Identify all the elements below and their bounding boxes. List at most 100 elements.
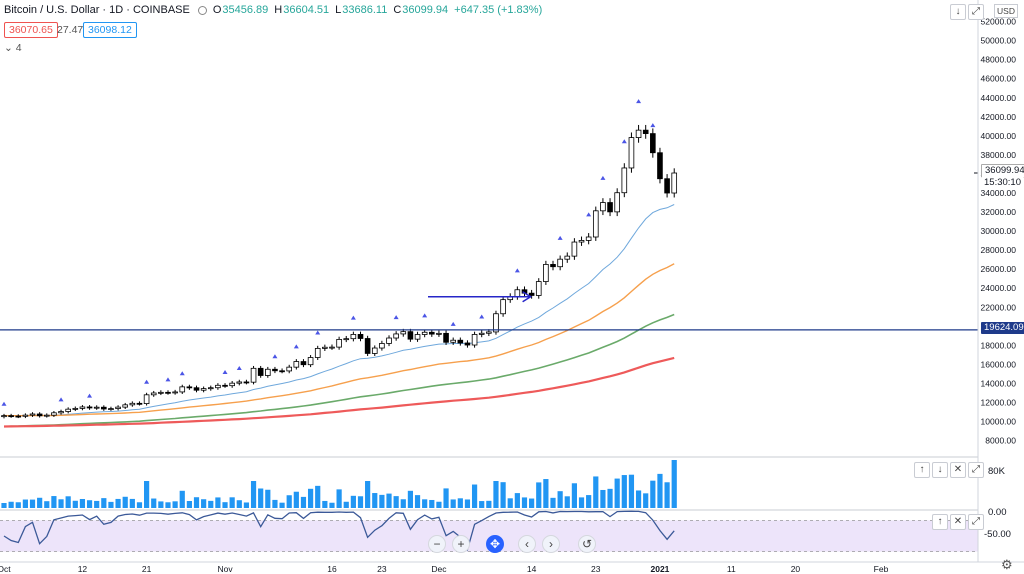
maximize-icon[interactable]: ⤢ <box>968 514 984 530</box>
up-marker <box>144 379 150 384</box>
up-marker <box>636 99 642 104</box>
candle-body <box>500 299 506 315</box>
volume-bar <box>614 478 620 508</box>
candle-body <box>51 412 57 416</box>
indicators-toggle[interactable]: ⌄ 4 <box>4 42 22 54</box>
arrow-down-icon[interactable]: ↓ <box>950 4 966 20</box>
volume-bar <box>457 498 463 508</box>
undo-button[interactable]: ↺ <box>578 535 596 553</box>
zoom-out-button[interactable]: − <box>428 535 446 553</box>
volume-bar <box>564 496 570 508</box>
candle-body <box>200 388 207 391</box>
volume-bar <box>258 488 264 508</box>
candle-body <box>136 402 143 405</box>
price-tick-label: 48000.00 <box>981 55 1017 65</box>
candle-body <box>79 406 86 409</box>
volume-bar <box>265 489 271 508</box>
candle-body <box>393 333 399 339</box>
volume-bar <box>379 494 385 508</box>
price-tick-label: 26000.00 <box>981 264 1017 274</box>
price-tick-label: 12000.00 <box>981 397 1017 407</box>
volume-bar <box>450 499 456 508</box>
candle-body <box>585 236 592 241</box>
candle-body <box>343 338 350 341</box>
up-marker <box>479 314 485 319</box>
candle-body <box>450 339 456 343</box>
time-tick-label: Nov <box>217 564 233 574</box>
currency-button[interactable]: USD <box>994 4 1018 18</box>
scroll-right-button[interactable]: › <box>542 535 560 553</box>
moving-averages <box>3 204 675 428</box>
close-icon[interactable]: ✕ <box>950 462 966 478</box>
arrow-up-icon[interactable]: ↑ <box>932 514 948 530</box>
candle-body <box>115 406 121 409</box>
volume-bar <box>671 460 677 508</box>
volume-bar <box>635 490 642 508</box>
candle-body <box>314 348 321 358</box>
arrow-down-icon[interactable]: ↓ <box>932 462 948 478</box>
candle-body <box>236 381 243 384</box>
volume-bar <box>165 502 171 508</box>
volume-bar <box>307 488 314 508</box>
volume-bar <box>215 497 221 508</box>
price-tick-label: 28000.00 <box>981 245 1017 255</box>
volume-bar <box>414 495 421 508</box>
candle-body <box>250 367 257 383</box>
volume-bar <box>593 476 599 508</box>
candle-body <box>635 129 642 138</box>
volume-bar <box>58 499 64 508</box>
volume-bar <box>272 499 278 508</box>
candle-body <box>457 339 464 344</box>
candle-body <box>29 413 36 416</box>
volume-bar <box>300 496 307 508</box>
candle-body <box>671 172 678 194</box>
candle-body <box>58 411 64 414</box>
up-marker <box>179 371 185 376</box>
ema-line-200 <box>3 356 675 428</box>
candle-body <box>478 332 485 335</box>
volume-bar <box>557 491 563 508</box>
candle-body <box>528 292 535 296</box>
price-axis[interactable]: 52000.00 50000.00 48000.00 46000.00 44000.00… <box>977 0 1017 562</box>
arrow-up-icon[interactable]: ↑ <box>914 462 930 478</box>
drawings[interactable] <box>0 172 978 331</box>
volume-bar <box>543 479 549 508</box>
candle-body <box>421 331 428 335</box>
volume-bar <box>621 475 627 508</box>
volume-bar <box>65 496 71 508</box>
volume-bar <box>172 501 178 508</box>
candle-body <box>322 346 328 349</box>
close-icon[interactable]: ✕ <box>950 514 966 530</box>
gear-icon[interactable]: ⚙ <box>1001 557 1013 572</box>
volume-bar <box>586 495 592 508</box>
candle-body <box>600 202 606 212</box>
maximize-icon[interactable]: ⤢ <box>968 4 984 20</box>
candle-body <box>514 289 521 297</box>
volume-bar <box>293 491 299 508</box>
reset-scale-button[interactable]: ✥ <box>486 535 504 553</box>
candle-body <box>621 167 628 194</box>
candle-body <box>1 415 7 418</box>
volume-bar <box>471 484 478 508</box>
maximize-icon[interactable]: ⤢ <box>968 462 984 478</box>
up-marker <box>621 139 627 144</box>
sell-price-button[interactable]: 36070.65 <box>4 22 58 38</box>
volume-bar <box>550 497 556 508</box>
buy-price-button[interactable]: 36098.12 <box>83 22 137 38</box>
volume-bar <box>22 499 28 508</box>
candle-body <box>371 347 378 354</box>
volume-bar <box>186 500 192 508</box>
candle-body <box>329 346 335 349</box>
scroll-left-button[interactable]: ‹ <box>518 535 536 553</box>
time-tick-label: 23 <box>377 564 387 574</box>
zoom-in-button[interactable]: + <box>452 535 470 553</box>
candle-body <box>592 210 599 238</box>
volume-bar <box>357 496 364 508</box>
volume-bar <box>536 482 542 508</box>
symbol-title[interactable]: Bitcoin / U.S. Dollar · 1D · COINBASE <box>4 4 190 16</box>
volume-bar <box>115 498 121 508</box>
time-axis[interactable]: Oct 12 21 Nov 16 23 Dec 14 23 2021 11 20 Feb <box>0 561 1024 574</box>
candle-body <box>8 415 14 418</box>
candle-body <box>642 129 649 134</box>
